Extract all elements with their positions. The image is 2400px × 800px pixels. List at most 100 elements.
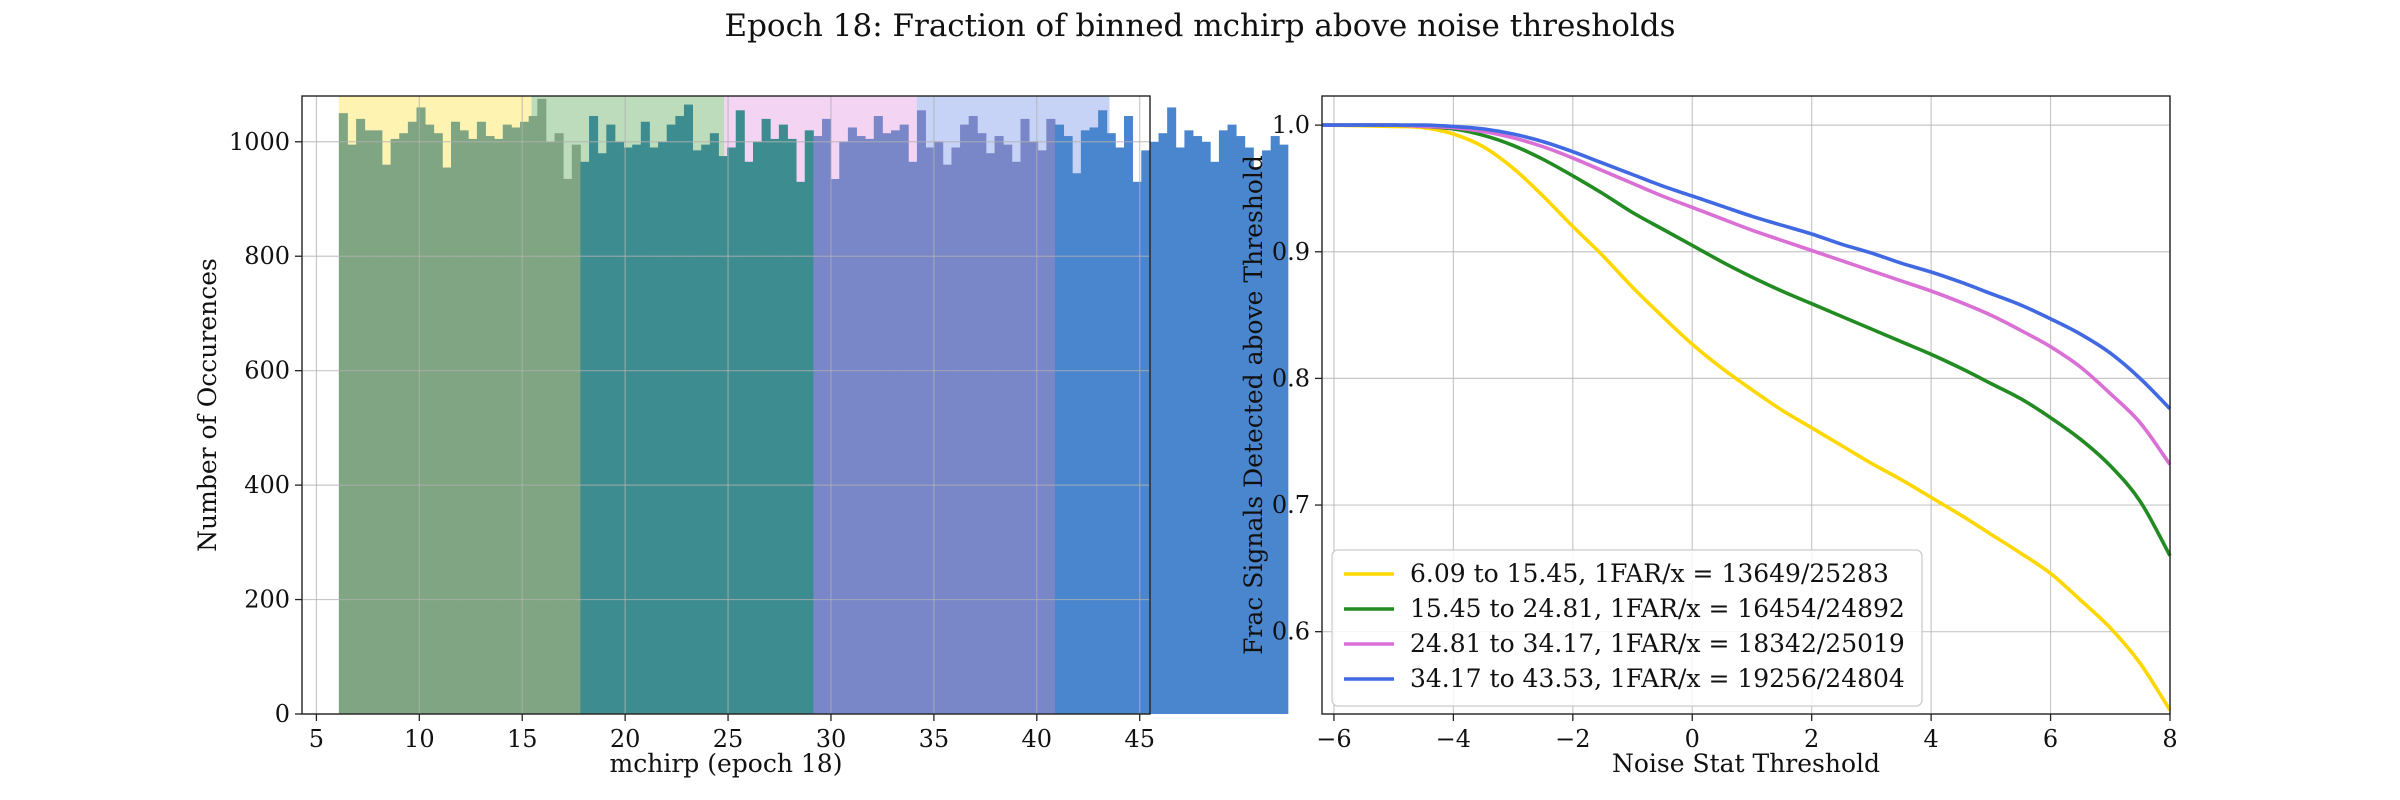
histogram-bar: [813, 136, 823, 715]
y-axis-label: Number of Occurences: [193, 258, 222, 552]
x-tick-label: 4: [1923, 725, 1938, 753]
histogram-bar: [347, 144, 357, 714]
histogram-bar: [735, 110, 745, 715]
threshold-curve-panel: −6 −4 −2 0 2 4 6 8 0.6 0.7 0.8 0.9 1.0 Noise Stat Thr…: [1239, 95, 2178, 778]
histogram-bar: [882, 133, 892, 714]
x-tick-label: 8: [2162, 725, 2177, 753]
histogram-bar: [847, 127, 857, 714]
histogram-bar: [1046, 118, 1056, 714]
x-tick-label: 30: [816, 725, 847, 753]
histogram-bar: [580, 161, 590, 715]
histogram-bar: [804, 130, 814, 715]
histogram-bar: [1020, 118, 1030, 714]
histogram-bar: [425, 124, 435, 715]
histogram-bar: [658, 141, 668, 714]
histogram-bar: [916, 110, 926, 715]
x-tick-label: 25: [713, 725, 744, 753]
axes-frame: [1321, 95, 2171, 715]
histogram-bar: [528, 116, 538, 715]
histogram-bar: [1037, 150, 1047, 715]
histogram-bar: [494, 138, 504, 714]
legend-frame: [1331, 549, 1923, 707]
histogram-bar: [994, 136, 1004, 715]
x-axis-label: Noise Stat Threshold: [1612, 749, 1880, 778]
y-tick-label: 0.7: [1272, 491, 1310, 519]
histogram-bar: [1236, 136, 1246, 715]
histogram-bar: [908, 161, 918, 715]
histogram-bar: [373, 130, 383, 715]
histogram-bar: [822, 118, 832, 714]
histogram-bar: [1175, 147, 1185, 714]
histogram-bar: [770, 138, 780, 714]
histogram-bar: [683, 104, 693, 715]
histogram-panel: 5 10 15 20 25 30 35 40 45 0 200 400 600 800 1000 mchirp…: [193, 95, 1289, 778]
histogram-bar: [502, 124, 512, 715]
histogram-bar: [1141, 150, 1151, 715]
histogram-bar: [675, 116, 685, 715]
y-axis-label: Frac Signals Detected above Threshold: [1239, 155, 1268, 655]
histogram-bar: [356, 118, 366, 714]
histogram-bar: [1201, 141, 1211, 714]
histogram-bar: [1080, 130, 1090, 715]
x-axis-label: mchirp (epoch 18): [610, 749, 843, 778]
x-tick-label: 35: [919, 725, 950, 753]
y-tick-label: 0: [275, 700, 290, 728]
histogram-bar: [1253, 167, 1263, 714]
histogram-bar: [1098, 110, 1108, 715]
y-tick-label: 0.6: [1272, 618, 1310, 646]
x-tick-label: −4: [1436, 725, 1471, 753]
series-line: [1321, 123, 2172, 712]
histogram-bar: [1244, 147, 1254, 714]
figure-title: Epoch 18: Fraction of binned mchirp abov…: [724, 8, 1676, 44]
y-tick-label: 0.8: [1272, 364, 1310, 392]
histogram-bar: [830, 178, 840, 714]
histogram-bar: [390, 138, 400, 714]
histogram-bar: [1124, 116, 1134, 715]
histogram-bar: [563, 178, 573, 714]
histogram-bar: [718, 156, 728, 715]
histogram-bar: [744, 161, 754, 715]
y-tick-label: 400: [244, 471, 290, 499]
series-line: [1321, 123, 2172, 557]
histogram-bar: [1262, 150, 1272, 715]
histogram-bar: [416, 107, 426, 714]
x-tick-label: 15: [507, 725, 538, 753]
histogram-bar: [960, 124, 970, 715]
legend-entry: 6.09 to 15.45, 1FAR/x = 13649/25283: [1410, 559, 1889, 588]
histogram-bar: [520, 121, 530, 714]
histogram-bar: [511, 127, 521, 714]
histogram-bar: [865, 138, 875, 714]
series-line: [1321, 123, 2172, 466]
x-tick-label: −2: [1555, 725, 1590, 753]
histogram-bar: [433, 133, 443, 714]
histogram-bar: [1167, 107, 1177, 714]
histogram-bar: [891, 130, 901, 715]
histogram-bar: [1193, 136, 1203, 715]
y-tick-label: 0.9: [1272, 238, 1310, 266]
histogram-bar: [1029, 141, 1039, 714]
legend-entry: 24.81 to 34.17, 1FAR/x = 18342/25019: [1410, 629, 1905, 658]
histogram-bar: [709, 133, 719, 714]
histogram-bar: [796, 181, 806, 715]
histogram-bar: [1279, 144, 1289, 714]
histogram-bar: [554, 133, 564, 714]
histogram-bar: [1218, 130, 1228, 715]
x-tick-label: 20: [610, 725, 641, 753]
histogram-bar: [338, 113, 348, 714]
histogram-bar: [1149, 141, 1159, 714]
histogram-bar: [761, 118, 771, 714]
histogram-bar: [856, 136, 866, 715]
x-tick-label: −6: [1316, 725, 1351, 753]
histogram-bar: [692, 150, 702, 715]
y-tick-label: 1000: [229, 128, 290, 156]
histogram-bar: [666, 124, 676, 715]
histogram-bar: [899, 124, 909, 715]
histogram-bar: [1158, 133, 1168, 714]
x-tick-label: 5: [309, 725, 324, 753]
histogram-bar: [442, 167, 452, 714]
histogram-bar: [951, 147, 961, 714]
x-tick-label: 10: [404, 725, 435, 753]
series-line: [1322, 123, 2172, 411]
x-tick-label: 6: [2043, 725, 2058, 753]
histogram-bar: [985, 153, 995, 714]
